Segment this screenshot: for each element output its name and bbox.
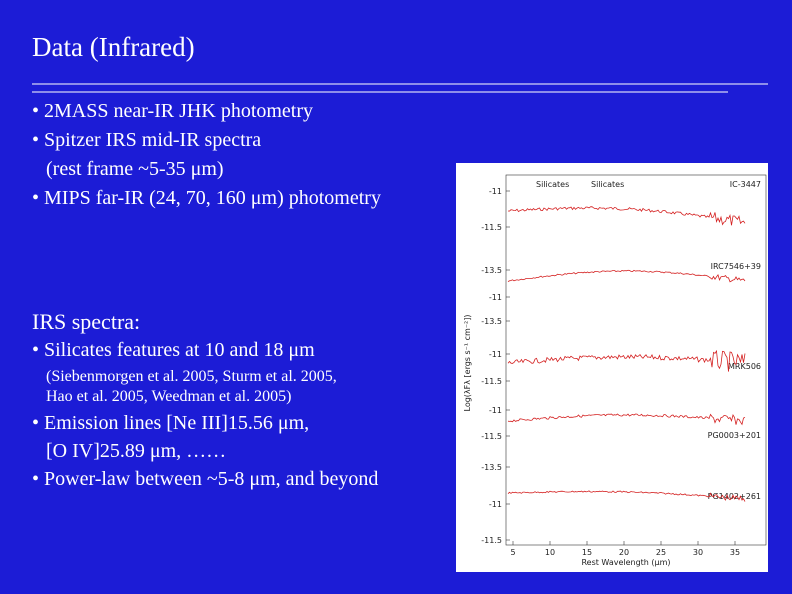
- section-heading: IRS spectra:: [32, 309, 141, 334]
- x-tick-label: 5: [510, 548, 515, 557]
- x-label: Rest Wavelength (μm): [581, 558, 670, 567]
- spectrum: [507, 413, 746, 426]
- bullet: • Spitzer IRS mid-IR spectra: [32, 129, 262, 151]
- y-tick-label: -11.5: [481, 536, 502, 545]
- reference: Hao et al. 2005, Weedman et al. 2005): [46, 388, 292, 405]
- y-tick-label: -11: [489, 350, 502, 359]
- panel-label: MRK506: [728, 362, 761, 371]
- spectrum: [507, 269, 746, 283]
- y-tick-label: -13.5: [481, 317, 502, 326]
- panel-label: IRC7546+39: [711, 262, 761, 271]
- x-tick-label: 10: [545, 548, 555, 557]
- bullet: • MIPS far-IR (24, 70, 160 μm) photometr…: [32, 187, 381, 209]
- spectra-figure: Silicates Silicates IC-3447 IRC7546+39 MRK50…: [456, 163, 768, 572]
- bullet: • Silicates features at 10 and 18 μm: [32, 339, 315, 361]
- y-tick-label: -11: [489, 406, 502, 415]
- panel-label: PG0003+201: [708, 431, 761, 440]
- bullet: • Emission lines [Ne III]15.56 μm,: [32, 412, 310, 434]
- y-tick-label: -11: [489, 500, 502, 509]
- y-tick-label: -11: [489, 187, 502, 196]
- bullet-cont: (rest frame ~5-35 μm): [46, 158, 224, 180]
- y-tick-label: -11.5: [481, 432, 502, 441]
- y-tick-label: -13.5: [481, 463, 502, 472]
- spectrum: [507, 349, 746, 372]
- figure-background: [456, 163, 768, 572]
- x-tick-label: 25: [656, 548, 666, 557]
- panel-label: PG1402+261: [708, 492, 761, 501]
- annotation: Silicates: [591, 180, 624, 189]
- plot-frame: [505, 174, 767, 546]
- bullet-cont: [O IV]25.89 μm, ……: [46, 440, 227, 462]
- panel-label: IC-3447: [730, 180, 761, 189]
- y-tick-label: -11: [489, 293, 502, 302]
- annotation: Silicates: [536, 180, 569, 189]
- y-tick-label: -11.5: [481, 223, 502, 232]
- x-tick-label: 35: [730, 548, 740, 557]
- y-tick-label: -11.5: [481, 377, 502, 386]
- bullet: • 2MASS near-IR JHK photometry: [32, 100, 314, 122]
- x-tick-label: 20: [619, 548, 629, 557]
- slide-title: Data (Infrared): [32, 32, 195, 62]
- y-tick-label: -13.5: [481, 266, 502, 275]
- x-tick-label: 15: [582, 548, 592, 557]
- bullet: • Power-law between ~5-8 μm, and beyond: [32, 468, 379, 490]
- reference: (Siebenmorgen et al. 2005, Sturm et al. …: [46, 368, 337, 385]
- spectrum: [507, 490, 746, 502]
- y-label: Log(λFλ [ergs s⁻¹ cm⁻²]): [463, 314, 472, 411]
- x-tick-label: 30: [693, 548, 703, 557]
- spectrum: [507, 206, 746, 226]
